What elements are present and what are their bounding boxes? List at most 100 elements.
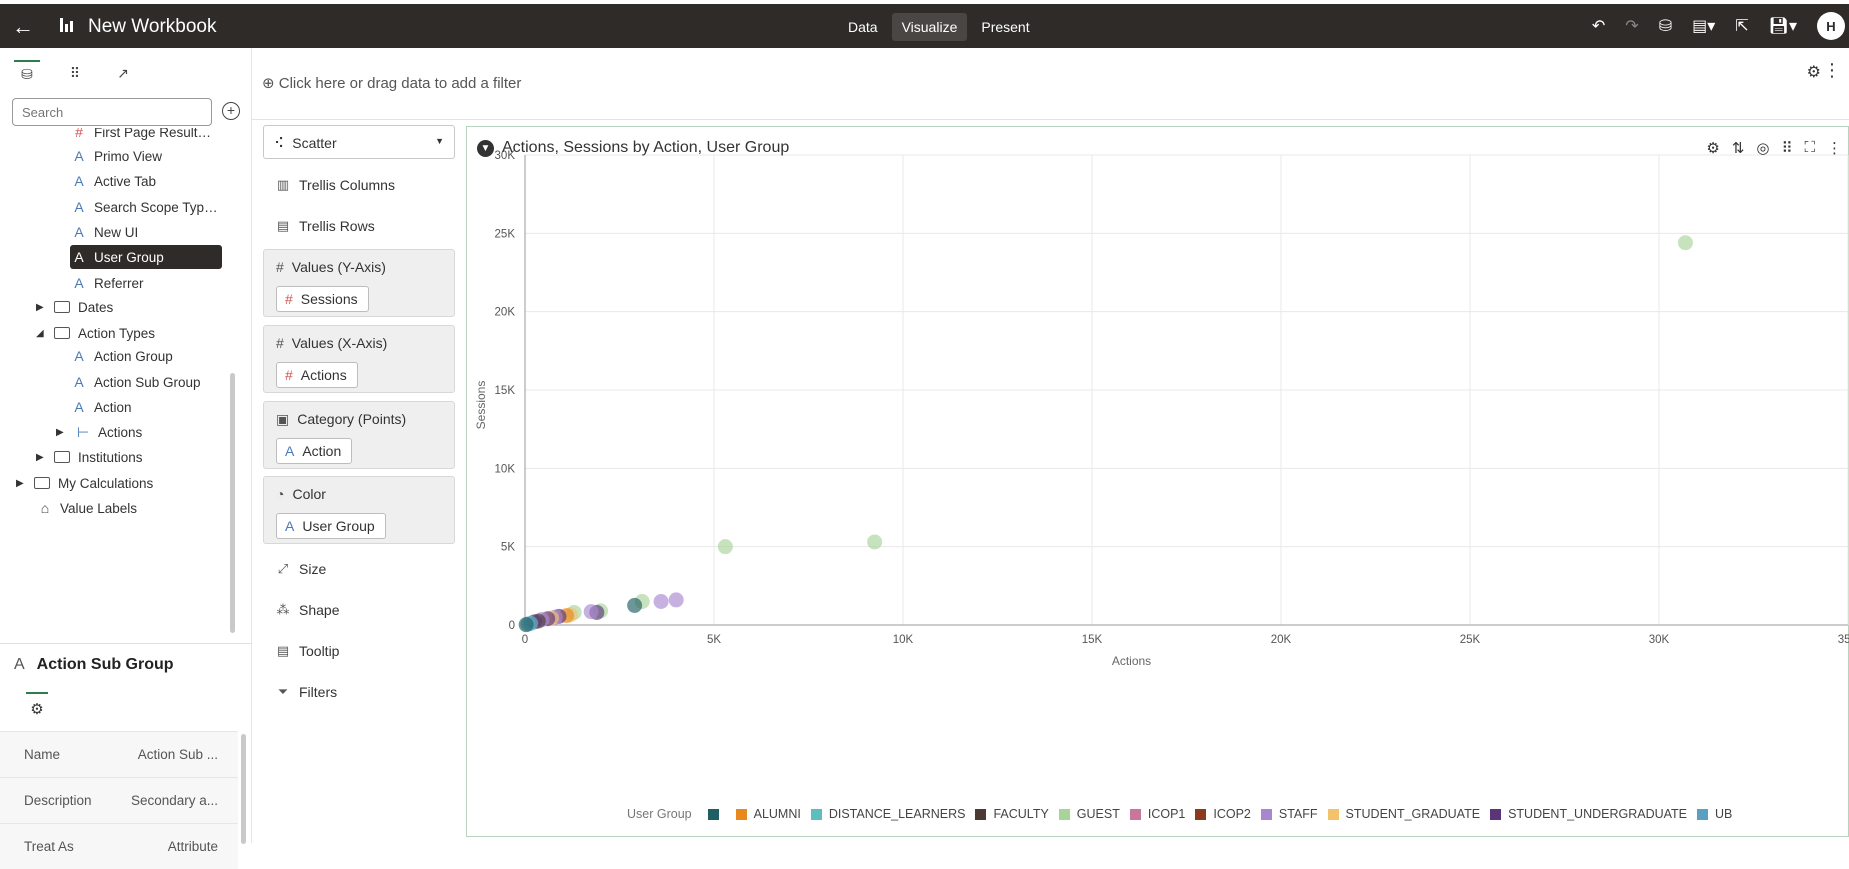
x-tick-label: 25K (1460, 634, 1481, 646)
legend-item[interactable]: STAFF (1260, 807, 1318, 821)
rows-icon: ▤ (276, 218, 290, 233)
tree-folder-action-types[interactable]: ◢ Action Types (36, 325, 156, 341)
property-row-description[interactable]: Description Secondary a... (0, 777, 238, 823)
tree-item-value-labels[interactable]: ⌂ Value Labels (36, 496, 137, 520)
caret-right-icon[interactable]: ▶ (36, 451, 44, 463)
save-menu-icon[interactable]: 💾︎▾ (1768, 18, 1797, 35)
y-tick-label: 20K (495, 307, 516, 319)
attribute-icon: A (14, 656, 25, 673)
tree-item-user-group[interactable]: A User Group (70, 245, 222, 269)
legend-item[interactable]: STUDENT_GRADUATE (1327, 807, 1481, 821)
x-axis-label: Actions (1112, 654, 1151, 668)
size-dropzone[interactable]: ⤢ Size (275, 561, 326, 577)
property-row-treat-as[interactable]: Treat As Attribute (0, 823, 238, 869)
legend-item[interactable]: DISTANCE_LEARNERS (810, 807, 965, 821)
legend-label: FACULTY (993, 807, 1049, 821)
hierarchy-icon: ⊢ (76, 423, 90, 440)
hash-icon: # (276, 335, 284, 351)
caret-right-icon[interactable]: ▶ (36, 301, 44, 313)
change-viz-icon[interactable]: ⠿ (1781, 140, 1793, 157)
legend-item[interactable] (707, 808, 726, 820)
legend-label: GUEST (1076, 807, 1120, 821)
filters-dropzone[interactable]: ⏷ Filters (275, 684, 337, 700)
add-filter-prompt[interactable]: ⊕ Click here or drag data to add a filte… (262, 75, 522, 92)
legend-label: STUDENT_GRADUATE (1345, 807, 1481, 821)
actions-pill[interactable]: # Actions (276, 362, 358, 388)
legend-swatch (1260, 808, 1272, 820)
workbook-title[interactable]: New Workbook (88, 16, 217, 37)
color-dropzone[interactable]: ◔ Color A User Group (263, 476, 455, 544)
sessions-pill[interactable]: # Sessions (276, 286, 369, 312)
search-input[interactable] (12, 98, 212, 126)
shape-dropzone[interactable]: ⁂ Shape (276, 602, 340, 618)
data-point (653, 594, 669, 609)
maximize-icon[interactable]: ⛶ (1804, 139, 1815, 156)
tree-item-action-sub-group[interactable]: A Action Sub Group (70, 370, 200, 394)
sort-icon[interactable]: ⇅ (1731, 140, 1745, 157)
analytics-tab-icon[interactable]: ↗ (117, 64, 129, 81)
tree-item-active-tab[interactable]: A Active Tab (70, 169, 156, 193)
tab-data[interactable]: Data (848, 19, 878, 35)
visualizations-tab-icon[interactable]: ⠿ (69, 64, 81, 81)
tree-item-first-page-result[interactable]: # First Page Result… (70, 128, 211, 144)
refresh-data-icon[interactable]: ⛁ (1658, 18, 1673, 35)
caret-right-icon[interactable]: ▶ (16, 477, 24, 489)
legend-item[interactable]: ICOP2 (1195, 807, 1251, 821)
tree-folder-dates[interactable]: ▶ Dates (36, 299, 114, 315)
tab-present[interactable]: Present (981, 19, 1030, 35)
comments-menu-icon[interactable]: ▤▾ (1692, 18, 1716, 35)
caret-down-icon[interactable]: ◢ (36, 327, 44, 339)
legend-item[interactable]: GUEST (1058, 807, 1120, 821)
property-row-name[interactable]: Name Action Sub ... (0, 731, 238, 777)
add-data-icon[interactable]: + (222, 102, 240, 120)
viz-type-select[interactable]: ⠪ Scatter ▼ (263, 125, 455, 159)
action-pill[interactable]: A Action (276, 438, 353, 464)
tree-folder-my-calculations[interactable]: ▶ My Calculations (16, 475, 154, 491)
attribute-icon: A (74, 199, 84, 215)
legend-label: UB (1715, 807, 1733, 821)
tree-scrollbar[interactable] (230, 373, 235, 633)
legend-item[interactable]: FACULTY (975, 807, 1049, 821)
viz-settings-icon[interactable]: ⚙ (1706, 140, 1720, 157)
filter-bar[interactable]: ⊕ Click here or drag data to add a filte… (252, 48, 1849, 120)
tree-item-new-ui[interactable]: A New UI (70, 220, 138, 244)
legend-item[interactable]: ALUMNI (735, 807, 801, 821)
tab-visualize[interactable]: Visualize (891, 13, 968, 41)
undo-icon[interactable]: ↶ (1591, 18, 1606, 35)
user-group-pill[interactable]: A User Group (276, 513, 386, 539)
scatter-visualization[interactable]: 0 5K 10K 15K 20K 25K 30K 35K 0 5K 10K 15K 20K 25K 30K A… (466, 126, 1849, 837)
data-tab-database-icon[interactable]: ⛁ (14, 60, 40, 86)
redo-icon[interactable]: ↷ (1625, 18, 1639, 35)
legend-item[interactable]: ICOP1 (1129, 807, 1185, 821)
export-icon[interactable]: ⇱ (1735, 18, 1749, 35)
folder-icon (34, 477, 50, 489)
more-options-icon[interactable]: ⋮ (1823, 60, 1841, 80)
tree-item-action-group[interactable]: A Action Group (70, 344, 172, 368)
x-axis-dropzone[interactable]: # Values (X-Axis) # Actions (263, 325, 455, 393)
trellis-rows-dropzone[interactable]: ▤ Trellis Rows (276, 218, 375, 234)
tree-item-search-scope-type[interactable]: A Search Scope Typ… (70, 195, 217, 219)
filter-settings-icon[interactable]: ⚙ (1806, 64, 1821, 81)
more-options-icon[interactable]: ⋮ (1827, 140, 1842, 157)
data-point (518, 617, 534, 633)
back-arrow-icon[interactable]: ← (12, 14, 34, 39)
y-axis-dropzone[interactable]: # Values (Y-Axis) # Sessions (263, 249, 455, 317)
target-icon[interactable]: ◎ (1756, 140, 1770, 157)
caret-right-icon[interactable]: ▶ (56, 426, 64, 438)
settings-gear-icon[interactable]: ⚙ (26, 692, 48, 718)
category-dropzone[interactable]: ▣ Category (Points) A Action (263, 401, 455, 469)
properties-scrollbar[interactable] (241, 734, 246, 844)
tooltip-dropzone[interactable]: ▤ Tooltip (276, 643, 340, 659)
tree-folder-institutions[interactable]: ▶ Institutions (36, 449, 143, 465)
legend-item[interactable]: UB (1697, 807, 1732, 821)
filter-funnel-icon[interactable]: ▼ (477, 139, 494, 157)
tree-item-actions-hierarchy[interactable]: ▶ ⊢ Actions (56, 423, 143, 440)
properties-title: A Action Sub Group (14, 656, 174, 673)
data-point (668, 592, 684, 608)
user-avatar[interactable]: H (1817, 12, 1845, 40)
tree-item-referrer[interactable]: A Referrer (70, 271, 143, 295)
tree-item-primo-view[interactable]: A Primo View (70, 144, 162, 168)
legend-item[interactable]: STUDENT_UNDERGRADUATE (1490, 807, 1687, 821)
trellis-columns-dropzone[interactable]: ▥ Trellis Columns (276, 177, 395, 193)
tree-item-action[interactable]: A Action (70, 395, 131, 419)
